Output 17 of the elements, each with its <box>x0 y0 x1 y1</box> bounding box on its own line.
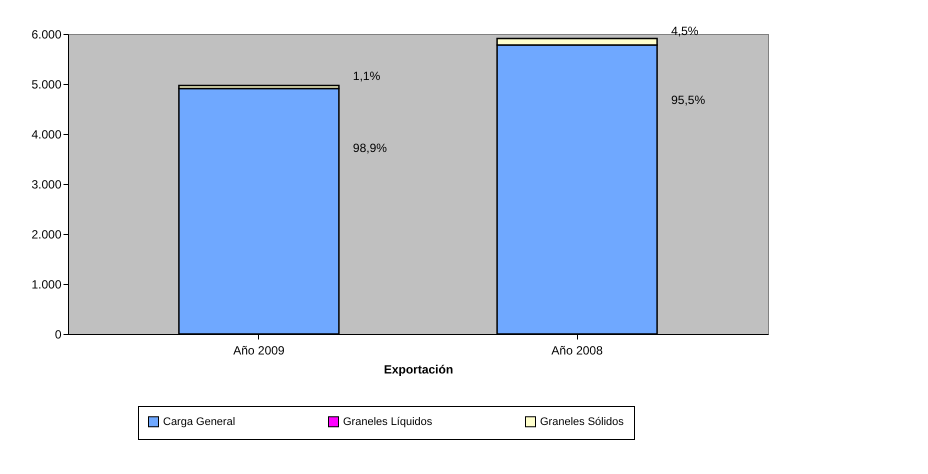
annotation: 95,5% <box>671 93 706 107</box>
y-tick-label: 6.000 <box>31 28 62 42</box>
annotation: 1,1% <box>352 69 381 83</box>
annotation: 4,5% <box>671 24 699 38</box>
y-tick-label: 0 <box>54 328 62 342</box>
legend-label: Carga General <box>163 416 236 428</box>
y-tick-label: 5.000 <box>31 78 62 92</box>
annotation: 98,9% <box>352 141 388 155</box>
y-tick-label: 3.000 <box>31 178 62 192</box>
x-tick-label: Año 2008 <box>551 344 604 358</box>
legend-label: Graneles Líquidos <box>343 416 433 428</box>
x-tick-label: Año 2009 <box>233 344 285 358</box>
legend-label: Graneles Sólidos <box>540 416 624 428</box>
y-tick-label: 2.000 <box>31 228 62 242</box>
y-tick-label: 1.000 <box>31 278 62 292</box>
x-axis-title: Exportación <box>384 362 454 376</box>
y-tick-label: 4.000 <box>31 128 62 142</box>
